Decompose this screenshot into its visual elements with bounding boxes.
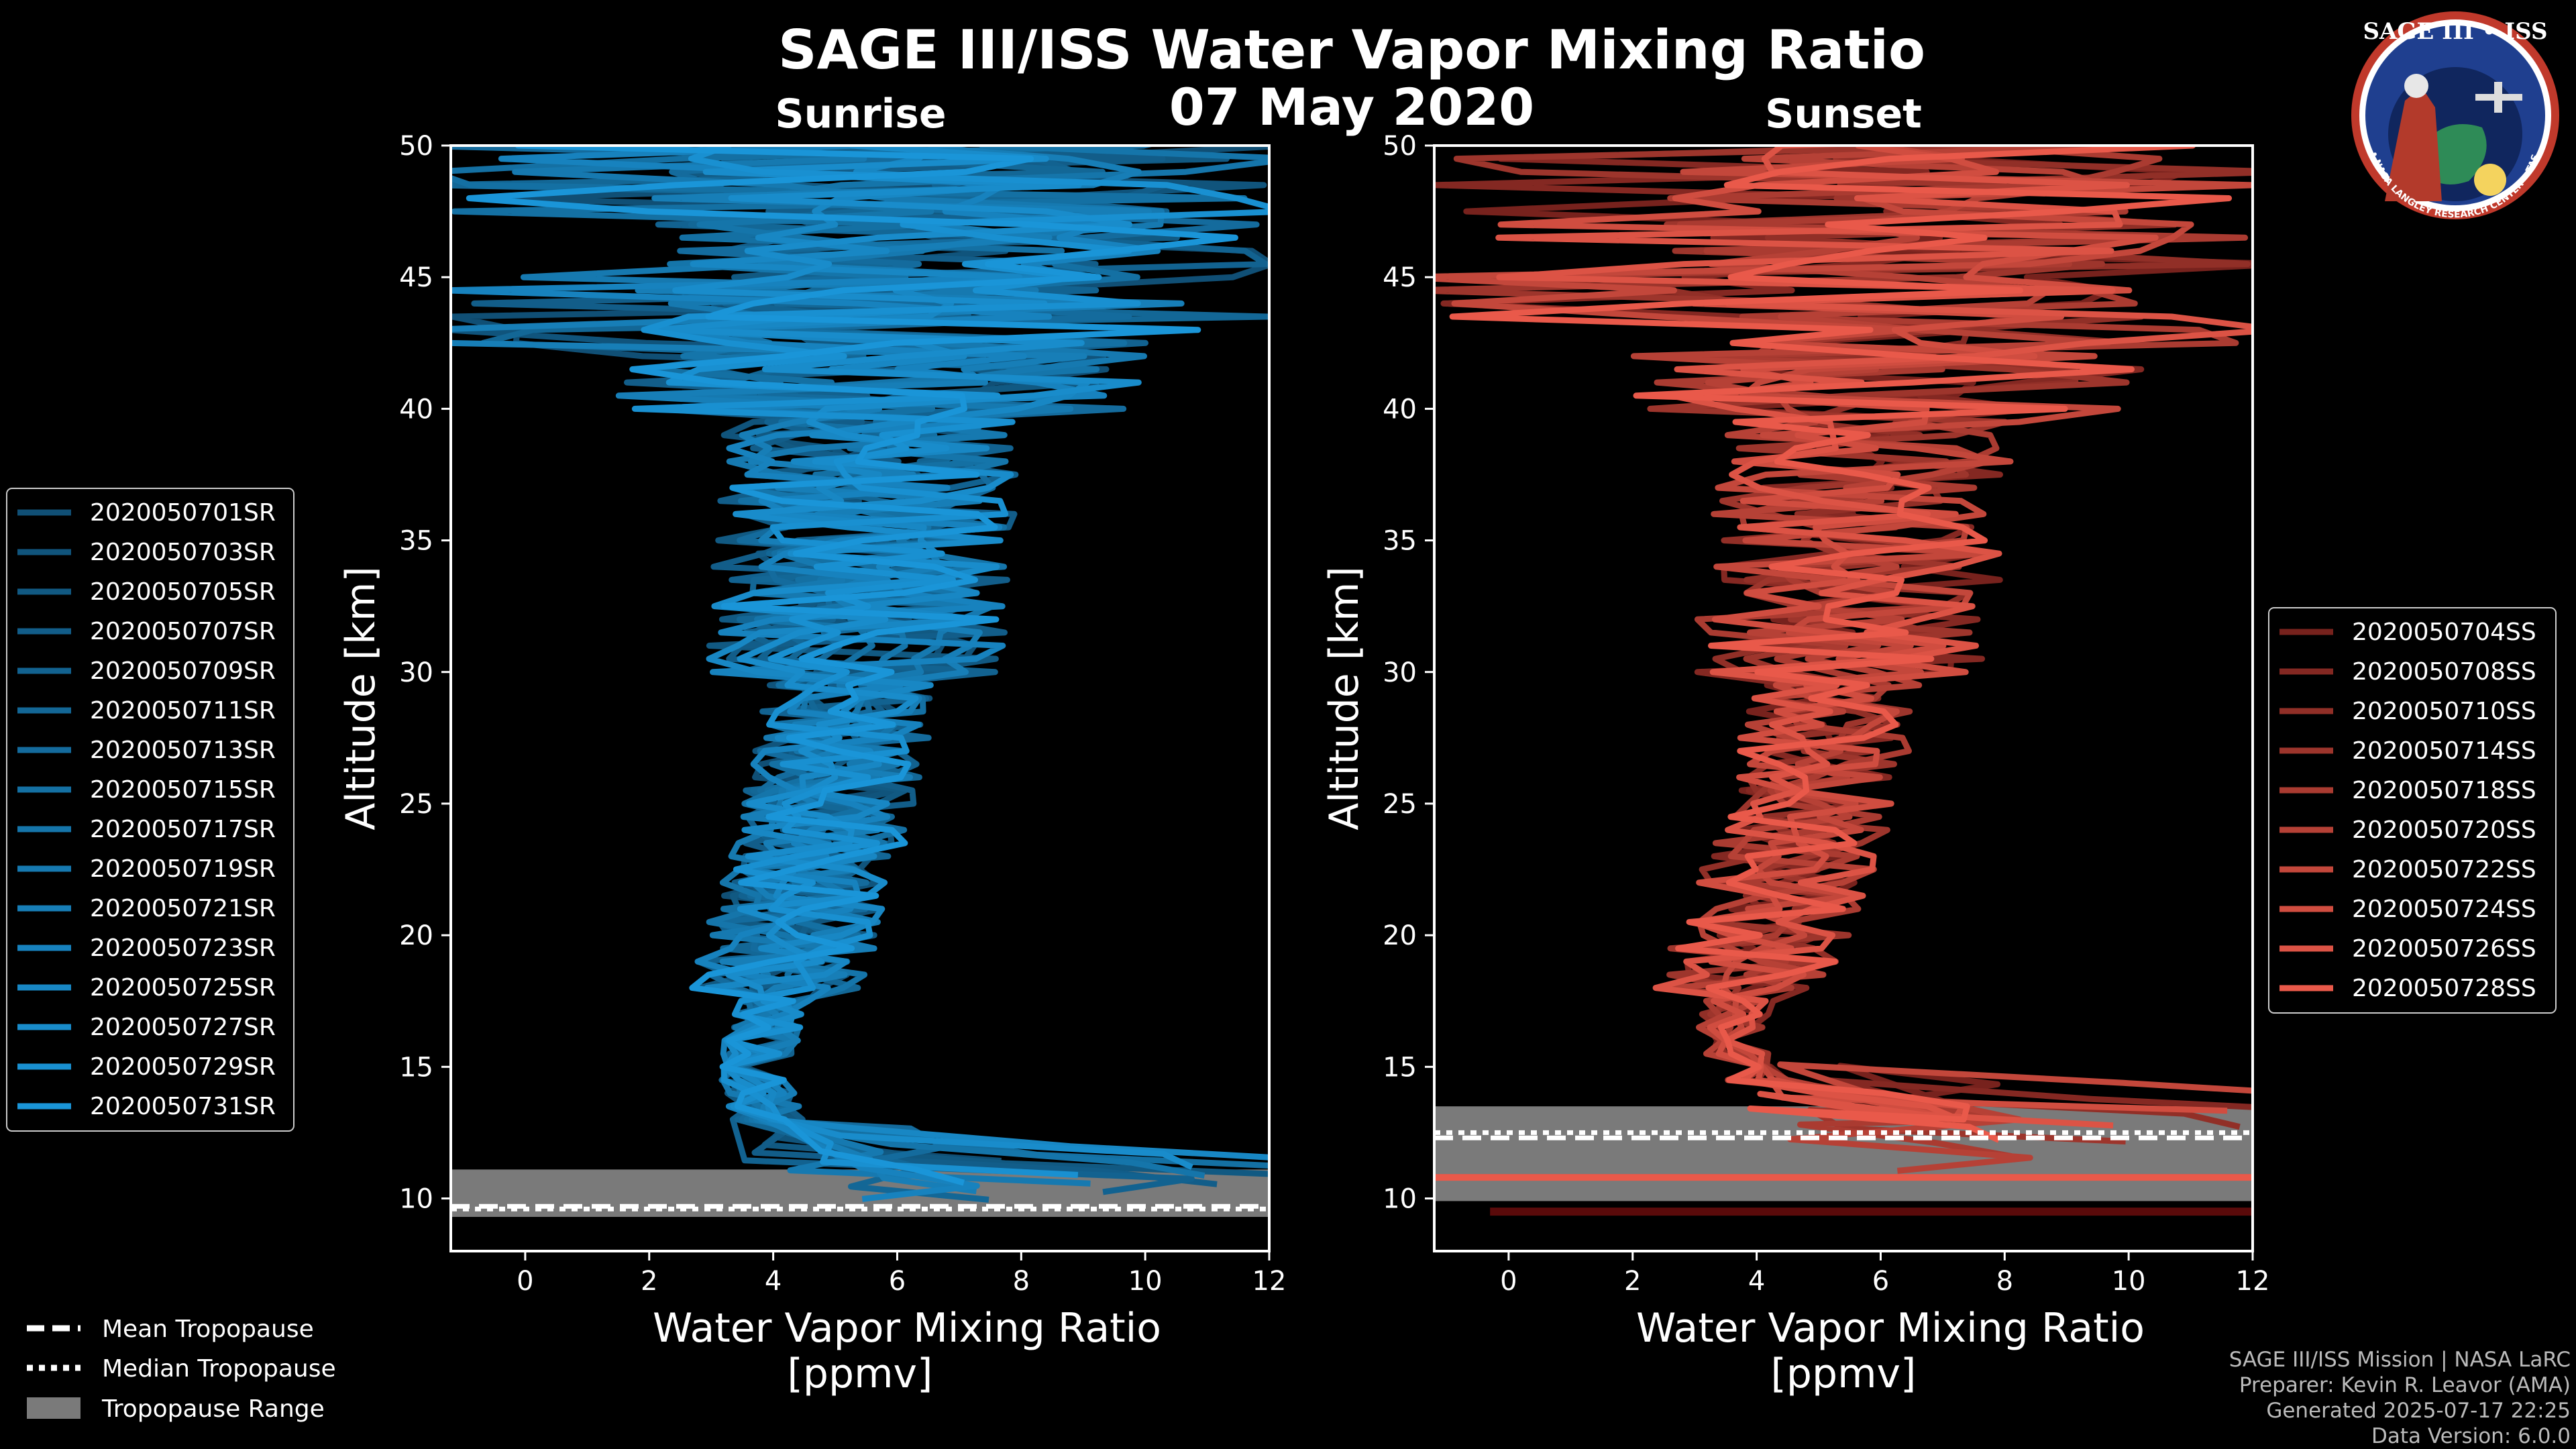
sunset-x-tick-label: 2 — [1624, 1266, 1641, 1297]
legend-label-2020050719SR: 2020050719SR — [90, 855, 276, 883]
tropopause-range-swatch — [27, 1397, 80, 1419]
sunrise-x-tick-label: 6 — [889, 1266, 906, 1297]
sunset-x-tick-label: 12 — [2236, 1266, 2270, 1297]
sunrise-y-tick-label: 35 — [399, 526, 433, 557]
sunset-x-tick-label: 0 — [1500, 1266, 1517, 1297]
sunrise-y-tick-label: 50 — [399, 131, 433, 162]
credit-line-4: Data Version: 6.0.0 — [2371, 1424, 2571, 1448]
legend-frame — [2268, 607, 2557, 1014]
legend-label-2020050703SR: 2020050703SR — [90, 539, 276, 566]
sunrise-x-tick-label: 2 — [641, 1266, 657, 1297]
credit-line-2: Preparer: Kevin R. Leavor (AMA) — [2239, 1373, 2571, 1397]
sunrise-legend: 2020050701SR 2020050703SR 2020050705SR 2020… — [6, 488, 294, 1132]
legend-label-2020050713SR: 2020050713SR — [90, 737, 276, 764]
legend-label-2020050708SS: 2020050708SS — [2352, 658, 2536, 686]
tropopause-range-label: Tropopause Range — [101, 1395, 325, 1423]
sunrise-y-axis-label: Altitude [km] — [337, 566, 384, 830]
profile-line-2020050729SR — [631, 146, 1269, 1178]
legend-label-2020050704SS: 2020050704SS — [2352, 619, 2536, 646]
sunset-y-tick-label: 50 — [1383, 131, 1417, 162]
legend-label-2020050723SR: 2020050723SR — [90, 934, 276, 962]
sunrise-y-tick-label: 20 — [399, 920, 433, 951]
legend-label-2020050710SS: 2020050710SS — [2352, 698, 2536, 725]
legend-label-2020050722SS: 2020050722SS — [2352, 856, 2536, 883]
legend-frame — [6, 488, 294, 1132]
figure-title: SAGE III/ISS Water Vapor Mixing Ratio — [778, 19, 1925, 81]
legend-label-2020050707SR: 2020050707SR — [90, 618, 276, 645]
sunset-y-tick-label: 40 — [1383, 394, 1417, 425]
sunset-panel: 0 2 4 6 8 10 12 10 15 20 25 30 35 40 45 50 Altitude [k… — [1321, 131, 2270, 1397]
profile-line-2020050731SR — [466, 146, 1238, 1186]
sunset-y-axis-label: Altitude [km] — [1321, 566, 1368, 830]
sunrise-y-tick-label: 30 — [399, 657, 433, 688]
legend-label-2020050718SS: 2020050718SS — [2352, 777, 2536, 804]
sunset-x-axis-label-line2: [ppmv] — [1771, 1350, 1917, 1397]
sunrise-y-tick-label: 25 — [399, 789, 433, 820]
sunrise-y-tick-label: 45 — [399, 262, 433, 293]
sunset-plot-frame — [1433, 144, 2254, 1252]
credit-line-3: Generated 2025-07-17 22:25 — [2266, 1399, 2571, 1423]
median-tropopause-label: Median Tropopause — [102, 1355, 336, 1383]
sunrise-x-tick-label: 8 — [1013, 1266, 1030, 1297]
legend-label-2020050727SR: 2020050727SR — [90, 1014, 276, 1041]
sunrise-y-tick-label: 40 — [399, 394, 433, 425]
legend-label-2020050705SR: 2020050705SR — [90, 578, 276, 606]
legend-label-2020050725SR: 2020050725SR — [90, 974, 276, 1002]
mean-tropopause-label: Mean Tropopause — [102, 1316, 314, 1343]
sunset-x-tick-label: 8 — [1996, 1266, 2013, 1297]
credit-line-1: SAGE III/ISS Mission | NASA LaRC — [2229, 1348, 2571, 1372]
sunset-legend: 2020050704SS 2020050708SS 2020050710SS 2020… — [2268, 607, 2557, 1014]
panel-title-sunset: Sunset — [1765, 91, 1922, 138]
profile-line-2020050714SS — [1434, 146, 2180, 1145]
sunrise-y-tick-label: 10 — [399, 1184, 433, 1215]
legend-label-2020050724SS: 2020050724SS — [2352, 896, 2536, 923]
sunset-x-tick-label: 6 — [1872, 1266, 1889, 1297]
sunset-y-tick-label: 25 — [1383, 789, 1417, 820]
sunrise-x-tick-label: 10 — [1128, 1266, 1163, 1297]
legend-label-2020050701SR: 2020050701SR — [90, 499, 276, 527]
sunset-y-tick-label: 15 — [1383, 1052, 1417, 1083]
sunset-y-tick-label: 35 — [1383, 526, 1417, 557]
legend-label-2020050717SR: 2020050717SR — [90, 816, 276, 843]
sunset-x-axis-label-line1: Water Vapor Mixing Ratio — [1636, 1305, 2145, 1352]
sunrise-x-tick-label: 4 — [765, 1266, 782, 1297]
logo-title: SAGE III • ISS — [2363, 18, 2547, 45]
legend-label-2020050728SS: 2020050728SS — [2352, 975, 2536, 1002]
sunset-y-tick-label: 10 — [1383, 1184, 1417, 1215]
sunset-x-tick-label: 4 — [1748, 1266, 1765, 1297]
legend-label-2020050720SS: 2020050720SS — [2352, 816, 2536, 844]
sunset-y-tick-label: 30 — [1383, 657, 1417, 688]
sunrise-y-tick-label: 15 — [399, 1052, 433, 1083]
wizard-figure-icon — [2385, 87, 2442, 201]
figure-date: 07 May 2020 — [1169, 77, 1534, 137]
tropopause-legend: Mean Tropopause Median Tropopause Tropop… — [27, 1316, 336, 1423]
sunset-y-tick-label: 20 — [1383, 920, 1417, 951]
sunset-x-tick-label: 10 — [2112, 1266, 2146, 1297]
profile-line-2020050723SR — [451, 146, 1161, 1202]
moon-icon — [2474, 164, 2506, 196]
legend-label-2020050731SR: 2020050731SR — [90, 1093, 276, 1120]
legend-label-2020050709SR: 2020050709SR — [90, 657, 276, 685]
sunrise-plot-frame — [449, 144, 1271, 1252]
legend-label-2020050721SR: 2020050721SR — [90, 895, 276, 922]
sunrise-x-axis-label-line2: [ppmv] — [788, 1350, 933, 1397]
legend-label-2020050726SS: 2020050726SS — [2352, 935, 2536, 963]
legend-label-2020050714SS: 2020050714SS — [2352, 737, 2536, 765]
legend-label-2020050715SR: 2020050715SR — [90, 776, 276, 804]
profile-line-2020050728SS — [1449, 146, 2233, 1143]
legend-label-2020050711SR: 2020050711SR — [90, 697, 276, 724]
sunrise-x-tick-label: 12 — [1252, 1266, 1287, 1297]
sunset-y-tick-label: 45 — [1383, 262, 1417, 293]
sunrise-panel: 0 2 4 6 8 10 12 10 15 20 25 30 35 40 45 50 Altitude [k… — [337, 131, 1287, 1397]
panel-title-sunrise: Sunrise — [775, 91, 946, 138]
legend-label-2020050729SR: 2020050729SR — [90, 1053, 276, 1081]
sunrise-x-axis-label-line1: Water Vapor Mixing Ratio — [653, 1305, 1161, 1352]
sunrise-x-tick-label: 0 — [517, 1266, 533, 1297]
profile-line-2020050718SS — [1487, 146, 2249, 1159]
